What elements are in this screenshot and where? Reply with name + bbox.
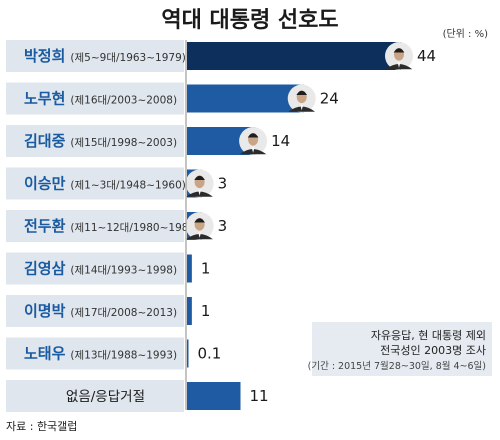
president-name: 김대중 <box>24 132 66 150</box>
category-label-box <box>6 380 184 412</box>
unit-label: (단위 : %) <box>443 27 489 40</box>
bar <box>187 42 401 70</box>
value-label: 44 <box>417 47 436 65</box>
category-label: 노무현 (제16대/2003~2008) <box>24 90 177 108</box>
category-label: 이승만 (제1~3대/1948~1960) <box>24 175 186 193</box>
bar <box>187 382 241 410</box>
president-name: 이승만 <box>24 175 66 193</box>
president-portrait-3 <box>185 169 214 198</box>
category-label-box <box>6 295 184 327</box>
bar-row-4: 전두환 (제11~12대/1980~1988) 3 <box>6 210 227 242</box>
note-line-3: (기간 : 2015년 7월28~30일, 8월 4~6일) <box>308 360 486 372</box>
category-label: 없음/응답거절 <box>66 389 145 405</box>
president-portrait-4 <box>185 212 214 240</box>
category-label: 노태우 (제13대/1988~1993) <box>24 345 177 363</box>
president-name: 전두환 <box>24 217 66 235</box>
value-label: 11 <box>250 387 269 405</box>
bar-rows: 박정희 (제5~9대/1963~1979) 44 노무현 (제16대/2003~2008… <box>6 40 436 412</box>
bar <box>187 254 192 283</box>
president-term: (제5~9대/1963~1979) <box>70 52 185 64</box>
value-label: 3 <box>218 217 228 235</box>
category-label: 김영삼 (제14대/1993~1998) <box>24 260 177 278</box>
bar-row-7: 노태우 (제13대/1988~1993) 0.1 <box>6 337 222 370</box>
president-portrait-2 <box>239 127 268 155</box>
note-line-2: 전국성인 2003명 조사 <box>380 344 486 357</box>
value-label: 14 <box>271 132 290 150</box>
president-term: (제1~3대/1948~1960) <box>70 180 185 192</box>
category-label: 이명박 (제17대/2008~2013) <box>24 302 177 320</box>
category-label-box <box>6 125 184 157</box>
president-term: (제17대/2008~2013) <box>70 307 177 319</box>
president-term: (제14대/1993~1998) <box>70 265 177 277</box>
value-label: 1 <box>201 260 211 278</box>
category-label: 전두환 (제11~12대/1980~1988) <box>24 217 199 235</box>
bar-row-0: 박정희 (제5~9대/1963~1979) 44 <box>6 40 436 72</box>
category-label: 박정희 (제5~9대/1963~1979) <box>24 47 186 65</box>
bar-row-3: 이승만 (제1~3대/1948~1960) 3 <box>6 167 228 200</box>
bar <box>187 297 192 325</box>
value-label: 3 <box>218 175 228 193</box>
bar <box>187 339 189 368</box>
category-label-box <box>6 337 184 370</box>
category-label-box <box>6 82 184 115</box>
bar-row-5: 김영삼 (제14대/1993~1998) 1 <box>6 252 211 285</box>
category-label-box <box>6 210 184 242</box>
bar-row-2: 김대중 (제15대/1998~2003) 14 <box>6 125 290 157</box>
note-box: 자유응답, 현 대통령 제외 전국성인 2003명 조사 (기간 : 2015년… <box>308 322 492 376</box>
category-label-box <box>6 167 184 200</box>
bar <box>187 84 304 113</box>
president-name: 노무현 <box>24 90 65 108</box>
source-label: 자료 : 한국갤럽 <box>6 419 77 433</box>
president-name: 노태우 <box>24 345 66 363</box>
president-term: (제11~12대/1980~1988) <box>70 222 199 234</box>
president-term: (제15대/1998~2003) <box>70 137 177 149</box>
chart-title: 역대 대통령 선호도 <box>161 8 338 33</box>
president-name: 김영삼 <box>24 260 66 278</box>
bar-row-6: 이명박 (제17대/2008~2013) 1 <box>6 295 210 327</box>
category-label: 김대중 (제15대/1998~2003) <box>24 132 177 150</box>
value-label: 24 <box>320 90 339 108</box>
value-label: 1 <box>201 302 211 320</box>
president-term: (제16대/2003~2008) <box>70 95 177 107</box>
note-background <box>312 322 492 376</box>
president-term: (제13대/1988~1993) <box>70 350 177 362</box>
category-label-box <box>6 40 184 72</box>
president-portrait-1 <box>287 84 316 113</box>
category-label-box <box>6 252 184 285</box>
bar-row-1: 노무현 (제16대/2003~2008) 24 <box>6 82 339 115</box>
value-label: 0.1 <box>198 345 222 363</box>
president-portrait-0 <box>385 42 413 70</box>
president-name: 이명박 <box>24 302 66 320</box>
note-line-1: 자유응답, 현 대통령 제외 <box>371 329 486 342</box>
bar-row-8: 없음/응답거절 11 <box>6 380 269 412</box>
president-name: 박정희 <box>24 47 65 65</box>
